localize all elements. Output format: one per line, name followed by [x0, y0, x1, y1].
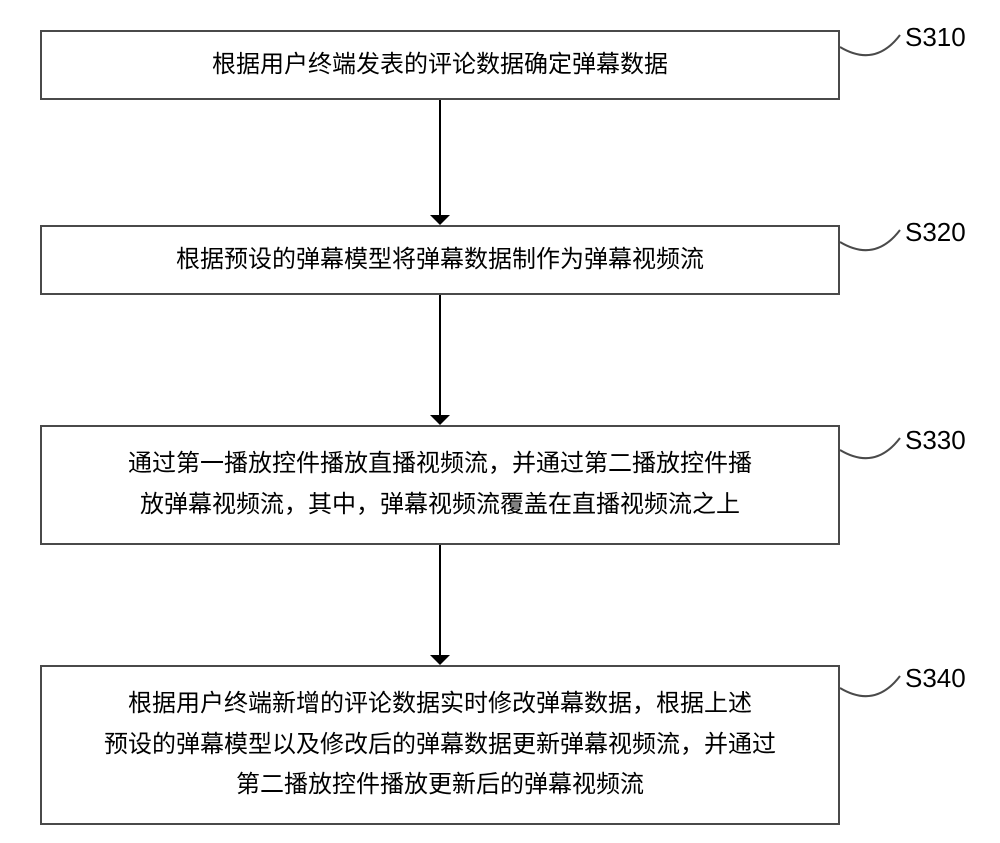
flowchart-canvas: 根据用户终端发表的评论数据确定弹幕数据S310根据预设的弹幕模型将弹幕数据制作为…: [0, 0, 1000, 843]
arrow-head-0: [430, 215, 450, 225]
arrow-line-2: [439, 545, 441, 655]
arrow-head-1: [430, 415, 450, 425]
arrow-line-1: [439, 295, 441, 415]
callout-s340: [0, 0, 1000, 843]
arrow-head-2: [430, 655, 450, 665]
arrow-line-0: [439, 100, 441, 215]
